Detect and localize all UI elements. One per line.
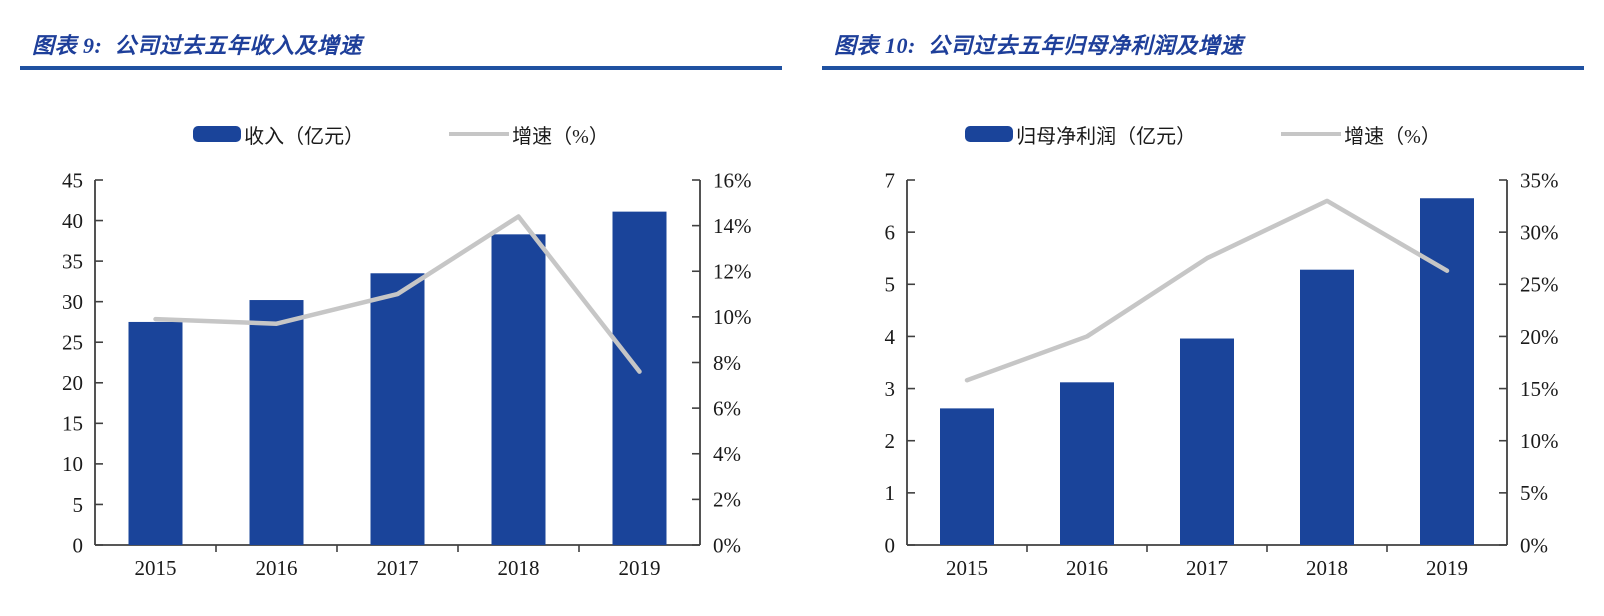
right-axis-tick-label: 2% xyxy=(713,488,741,512)
x-axis-category-label: 2019 xyxy=(619,556,661,580)
bar-2018 xyxy=(491,234,546,545)
bar-2015 xyxy=(128,321,183,545)
left-axis-tick-label: 35 xyxy=(62,249,83,273)
x-axis-category-label: 2016 xyxy=(1066,556,1108,580)
x-axis-category-label: 2018 xyxy=(1306,556,1348,580)
bar-2017 xyxy=(370,273,425,545)
title-underline-rule xyxy=(822,66,1584,70)
chart-title: 图表 10: 公司过去五年归母净利润及增速 xyxy=(834,33,1243,58)
chart-legend: 收入（亿元） 增速（%） xyxy=(20,118,782,150)
right-axis-tick-label: 0% xyxy=(1520,533,1548,557)
legend-label: 增速（%） xyxy=(1344,125,1441,148)
left-axis-tick-label: 25 xyxy=(62,331,83,355)
bar-2016 xyxy=(249,300,304,545)
right-axis-tick-label: 12% xyxy=(713,260,752,284)
right-axis-tick-label: 10% xyxy=(713,305,752,329)
left-axis-tick-label: 20 xyxy=(62,371,83,395)
bar-series-swatch xyxy=(965,126,1014,142)
left-axis-tick-label: 5 xyxy=(885,273,896,297)
left-axis-tick-label: 45 xyxy=(62,168,83,192)
right-axis-tick-label: 10% xyxy=(1520,429,1559,453)
left-axis-tick-label: 2 xyxy=(885,429,896,453)
left-axis-tick-label: 30 xyxy=(62,290,83,314)
right-axis-tick-label: 8% xyxy=(713,351,741,375)
left-axis-tick-label: 10 xyxy=(62,452,83,476)
right-axis-tick-label: 25% xyxy=(1520,273,1559,297)
bar-2018 xyxy=(1300,269,1354,545)
left-axis-tick-label: 5 xyxy=(73,493,84,517)
chart-legend: 归母净利润（亿元） 增速（%） xyxy=(822,118,1584,150)
legend-label: 增速（%） xyxy=(512,125,609,148)
right-axis-tick-label: 5% xyxy=(1520,481,1548,505)
legend-item-bar: 收入（亿元） xyxy=(193,120,364,149)
bar-2017 xyxy=(1180,338,1234,545)
right-axis-tick-label: 14% xyxy=(713,214,752,238)
bar-2015 xyxy=(940,408,994,545)
x-axis-category-label: 2017 xyxy=(1186,556,1228,580)
right-axis-tick-label: 4% xyxy=(713,442,741,466)
bar-line-chart-net-profit: 7 6 5 4 3 2 1 0 35% 30% 25% 20% 15% 10% 5% 0% 2015 2016 20… xyxy=(885,168,1559,580)
left-axis-tick-label: 4 xyxy=(885,325,896,349)
bar-series-swatch xyxy=(193,126,242,142)
x-axis-category-label: 2016 xyxy=(256,556,298,580)
right-axis-tick-label: 16% xyxy=(713,168,752,192)
right-axis-tick-label: 0% xyxy=(713,533,741,557)
line-series-swatch xyxy=(1281,131,1342,137)
legend-item-line: 增速（%） xyxy=(449,120,609,149)
x-axis-category-label: 2015 xyxy=(135,556,177,580)
title-underline-rule xyxy=(20,66,782,70)
bar-line-chart-revenue: 45403530252015105016%14%12%10%8%6%4%2%0%… xyxy=(62,168,752,580)
x-axis-category-label: 2018 xyxy=(498,556,540,580)
bar-2019 xyxy=(1420,198,1474,545)
left-axis-tick-label: 0 xyxy=(73,533,84,557)
bar-2016 xyxy=(1060,382,1114,545)
line-series-swatch xyxy=(449,131,510,137)
right-axis-tick-label: 20% xyxy=(1520,325,1559,349)
left-axis-tick-label: 3 xyxy=(885,377,896,401)
left-axis-tick-label: 15 xyxy=(62,412,83,436)
x-axis-category-label: 2015 xyxy=(946,556,988,580)
x-axis-category-label: 2019 xyxy=(1426,556,1468,580)
left-axis-tick-label: 0 xyxy=(885,533,896,557)
growth-rate-line xyxy=(153,214,642,374)
left-axis-tick-label: 6 xyxy=(885,220,896,244)
legend-label: 归母净利润（亿元） xyxy=(1016,125,1197,148)
right-axis-tick-label: 15% xyxy=(1520,377,1559,401)
left-axis-tick-label: 7 xyxy=(885,168,896,192)
legend-item-line: 增速（%） xyxy=(1281,120,1441,149)
left-axis-tick-label: 1 xyxy=(885,481,896,505)
legend-label: 收入（亿元） xyxy=(244,125,365,148)
right-axis-tick-label: 35% xyxy=(1520,168,1559,192)
legend-item-bar: 归母净利润（亿元） xyxy=(965,120,1196,149)
right-axis-tick-label: 6% xyxy=(713,396,741,420)
chart-panel-revenue: 图表 9: 公司过去五年收入及增速 收入（亿元） 增速（%） 45 40 35 30 25… xyxy=(20,0,782,616)
chart-panel-net-profit: 图表 10: 公司过去五年归母净利润及增速 归母净利润（亿元） 增速（%） 7 6 5… xyxy=(822,0,1584,616)
chart-title: 图表 9: 公司过去五年收入及增速 xyxy=(32,33,362,58)
growth-rate-line xyxy=(964,198,1450,383)
right-axis-tick-label: 30% xyxy=(1520,220,1559,244)
x-axis-category-label: 2017 xyxy=(377,556,419,580)
left-axis-tick-label: 40 xyxy=(62,209,83,233)
bar-2019 xyxy=(612,211,667,545)
